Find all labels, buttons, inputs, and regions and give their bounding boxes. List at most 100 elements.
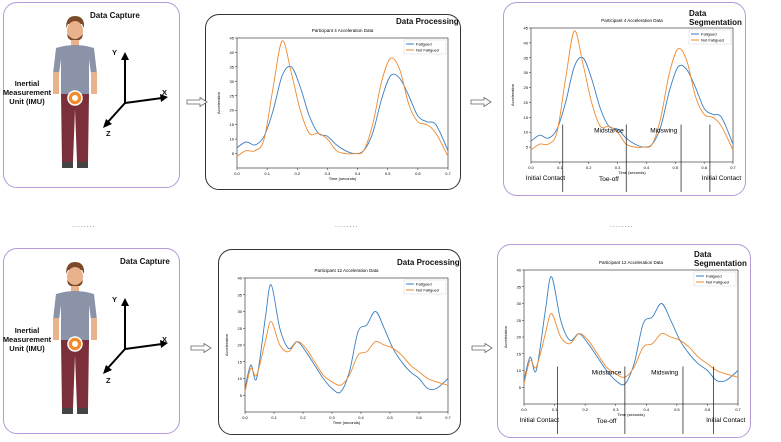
imu-label-line: Unit (IMU) <box>9 97 45 106</box>
y-tick-label: 25 <box>230 93 235 98</box>
phase-initial-contact-1: Initial Contact <box>526 175 566 182</box>
x-tick-label: 0.5 <box>674 407 680 412</box>
y-tick-label: 5 <box>240 393 243 398</box>
phase-toe-off: Toe-off <box>599 176 619 183</box>
y-tick-label: 20 <box>238 343 243 348</box>
x-tick-label: 0.3 <box>329 415 335 420</box>
y-tick-label: 10 <box>524 130 529 135</box>
x-tick-label: 0.3 <box>613 407 619 412</box>
x-tick-label: 0.5 <box>387 415 393 420</box>
y-tick-label: 5 <box>232 151 235 156</box>
x-tick-label: 0.6 <box>416 415 422 420</box>
x-tick-label: 0.5 <box>385 171 391 176</box>
y-tick-label: 10 <box>238 376 243 381</box>
acceleration-chart-p4: Participant 4 Acceleration Data 5 10 15 20 25… <box>216 28 452 181</box>
x-tick-label: 0.3 <box>325 171 331 176</box>
acceleration-chart-p12: Participant 12 Acceleration Data 5 10 15 20 2… <box>224 268 452 425</box>
x-tick-label: 0.7 <box>735 407 741 412</box>
legend-label: Fatigued <box>416 42 432 47</box>
legend-label: Fatigued <box>701 32 717 37</box>
imu-label-line: Inertial <box>14 79 40 88</box>
chart-title: Participant 4 Acceleration Data <box>312 28 374 33</box>
legend-label: Not Fatigued <box>416 48 439 53</box>
x-tick-label: 0.7 <box>730 165 736 170</box>
y-tick-label: 15 <box>230 122 235 127</box>
x-axis-label: Time (seconds) <box>329 176 357 181</box>
y-tick-label: 20 <box>230 108 235 113</box>
flow-arrow-icon <box>470 97 492 107</box>
y-tick-label: 30 <box>238 309 243 314</box>
x-tick-label: 0.2 <box>300 415 306 420</box>
x-tick-label: 0.4 <box>644 165 650 170</box>
chart-title: Participant 12 Acceleration Data <box>599 260 664 265</box>
flow-arrow-icon <box>186 97 208 107</box>
y-tick-label: 5 <box>526 145 529 150</box>
axis-z-label: Z <box>106 129 111 138</box>
y-tick-label: 45 <box>524 26 529 31</box>
legend-box <box>403 279 447 295</box>
y-tick-label: 35 <box>230 64 235 69</box>
axis-y-label: Y <box>112 295 118 304</box>
panel-title: Data Processing <box>397 258 460 267</box>
series-line-fatigued <box>236 65 449 155</box>
y-tick-label: 35 <box>524 55 529 60</box>
y-tick-label: 30 <box>524 70 529 75</box>
y-tick-label: 10 <box>230 137 235 142</box>
data-capture-panel-2: Data Capture <box>3 248 180 434</box>
phase-initial-contact-1: Initial Contact <box>520 417 560 424</box>
legend-box <box>693 271 737 287</box>
y-tick-label: 10 <box>517 368 522 373</box>
x-tick-label: 0.4 <box>358 415 364 420</box>
x-tick-label: 0.3 <box>615 165 621 170</box>
panel-title: Data Segmentation <box>689 9 742 27</box>
y-tick-label: 20 <box>517 335 522 340</box>
axis-y-label: Y <box>112 48 118 57</box>
separator-dots: ........ <box>335 222 359 229</box>
x-tick-label: 0.1 <box>271 415 277 420</box>
x-tick-label: 0.4 <box>355 171 361 176</box>
x-tick-label: 0.0 <box>242 415 248 420</box>
x-axis-label: Time (seconds) <box>617 412 645 417</box>
person-illustration-1 <box>53 16 97 168</box>
x-tick-label: 0.6 <box>701 165 707 170</box>
panel-title: Data Capture <box>120 257 170 266</box>
y-tick-label: 15 <box>238 359 243 364</box>
x-tick-label: 0.4 <box>644 407 650 412</box>
phase-midswing: Midswing <box>651 370 678 377</box>
imu-label-line: Measurement <box>2 88 52 97</box>
series-line-fatigued <box>523 276 739 386</box>
y-axis-label: Acceleration <box>510 84 515 106</box>
legend-label: Not Fatigued <box>701 38 724 43</box>
y-axis-label: Acceleration <box>224 334 229 356</box>
plot-frame <box>236 37 449 169</box>
legend-label: Fatigued <box>706 274 722 279</box>
x-tick-label: 0.0 <box>521 407 527 412</box>
flow-arrow-icon <box>190 343 212 353</box>
x-tick-label: 0.1 <box>557 165 563 170</box>
x-tick-label: 0.7 <box>445 415 451 420</box>
panel-title: Data Segmentation <box>694 250 747 268</box>
y-tick-label: 20 <box>524 100 529 105</box>
chart-title: Participant 4 Acceleration Data <box>601 18 663 23</box>
legend-label: Not Fatigued <box>416 288 439 293</box>
x-tick-label: 0.6 <box>705 407 711 412</box>
legend-label: Not Fatigued <box>706 280 729 285</box>
y-tick-label: 45 <box>230 36 235 41</box>
legend-label: Fatigued <box>416 282 432 287</box>
chart-title: Participant 12 Acceleration Data <box>314 268 379 273</box>
legend-box <box>688 29 732 45</box>
flow-arrow-icon <box>471 343 493 353</box>
separator-dots: ........ <box>610 222 634 229</box>
x-tick-label: 0.7 <box>445 171 451 176</box>
y-axis-label: Acceleration <box>216 92 221 114</box>
y-tick-label: 5 <box>519 385 522 390</box>
imu-label-line: Measurement <box>2 335 52 344</box>
x-tick-label: 0.1 <box>264 171 270 176</box>
y-tick-label: 25 <box>517 318 522 323</box>
plot-frame <box>530 27 734 163</box>
phase-toe-off: Toe-off <box>597 418 617 425</box>
axis-x-label: X <box>162 335 168 344</box>
series-line-not-fatigued <box>244 321 449 393</box>
y-tick-label: 35 <box>517 284 522 289</box>
x-tick-label: 0.2 <box>582 407 588 412</box>
